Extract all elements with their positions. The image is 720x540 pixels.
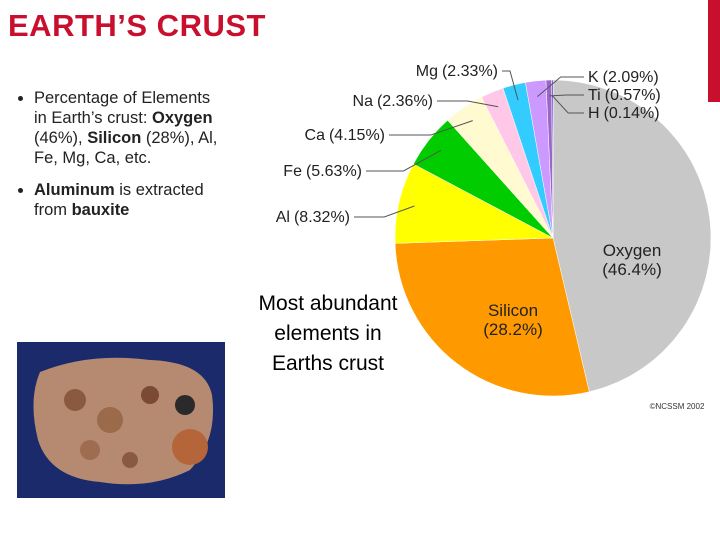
slice-label: Ca (4.15%) xyxy=(305,127,385,144)
slice-value: (2.09%) xyxy=(603,69,659,86)
slice-label: Na (2.36%) xyxy=(353,93,433,110)
slice-value: (0.14%) xyxy=(604,105,660,122)
slice-value: (4.15%) xyxy=(329,127,385,144)
slice-name: K xyxy=(588,69,599,86)
leader-line xyxy=(389,120,473,136)
bullet-list: Percentage of Elements in Earth’s crust:… xyxy=(8,88,224,232)
slice-label: Fe (5.63%) xyxy=(283,163,362,180)
pie-slice xyxy=(551,79,554,239)
slice-value: (0.57%) xyxy=(605,87,661,104)
leader-line xyxy=(354,205,415,218)
slice-label: Silicon (28.2%) xyxy=(483,301,543,339)
bullet-text: Percentage of Elements in Earth’s crust: xyxy=(34,89,211,127)
slice-value: (5.63%) xyxy=(306,163,362,180)
bullet-text: is extracted from xyxy=(34,181,204,219)
slice-value: (2.36%) xyxy=(377,93,433,110)
credit: ©NCSSM 2002 xyxy=(650,402,705,411)
leader-line xyxy=(549,94,584,97)
slice-value: (2.33%) xyxy=(442,63,498,80)
pie-slice xyxy=(394,237,590,397)
leader-line xyxy=(437,100,499,108)
slice-name: H xyxy=(588,105,600,122)
chart-title: Most abundant elements in Earths crust xyxy=(259,292,398,375)
bullet-text: (28%), Al, Fe, Mg, Ca, etc. xyxy=(34,129,218,167)
slice-name: Mg xyxy=(416,63,438,80)
slice-value: (46.4%) xyxy=(602,260,662,279)
slice-label: H (0.14%) xyxy=(588,105,660,122)
slice-value: (8.32%) xyxy=(294,209,350,226)
bullet: Percentage of Elements in Earth’s crust:… xyxy=(34,88,224,168)
bullet-text: Silicon xyxy=(87,129,142,147)
slice-value: (28.2%) xyxy=(483,320,543,339)
slide-title: EARTH’S CRUST xyxy=(8,8,266,43)
slice-name: Ca xyxy=(305,127,326,144)
pie-slice xyxy=(552,79,712,393)
leader-line xyxy=(537,76,584,98)
accent-bar xyxy=(708,0,720,102)
slice-label: K (2.09%) xyxy=(588,69,659,86)
bullet-text: bauxite xyxy=(71,201,130,219)
chart-title-text: Most abundant elements in Earths crust xyxy=(259,292,398,375)
slice-name: Na xyxy=(353,93,374,110)
rock-photo xyxy=(17,342,225,498)
slice-name: Silicon xyxy=(488,301,538,320)
slice-name: Al xyxy=(276,209,290,226)
slice-name: Ti xyxy=(588,87,601,104)
bullet-text: Oxygen xyxy=(152,109,213,127)
slice-label: Oxygen (46.4%) xyxy=(602,241,662,279)
slice-label: Al (8.32%) xyxy=(276,209,350,226)
bullet-text: (46%), xyxy=(34,129,88,147)
bullet-text: Aluminum xyxy=(34,181,115,199)
leader-line xyxy=(366,149,442,172)
slice-name: Oxygen xyxy=(603,241,662,260)
slice-label: Ti (0.57%) xyxy=(588,87,661,104)
slice-name: Fe xyxy=(283,163,302,180)
leader-line xyxy=(502,70,519,101)
leader-line xyxy=(552,95,584,114)
bullet: Aluminum is extracted from bauxite xyxy=(34,180,224,220)
slice-label: Mg (2.33%) xyxy=(416,63,498,80)
